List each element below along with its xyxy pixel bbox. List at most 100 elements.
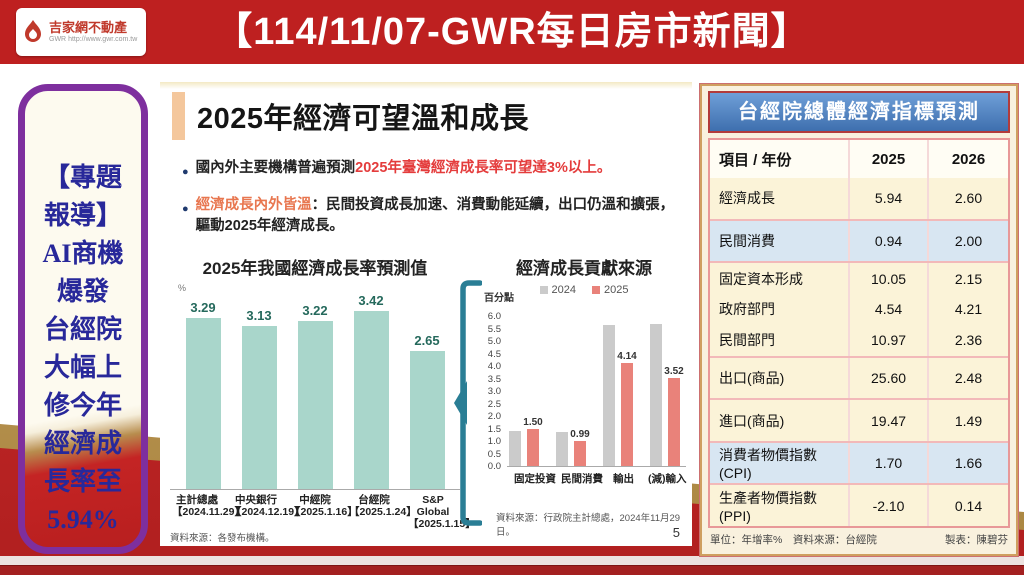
forecast-xlabel: S&P Global 【2025.1.15】 — [408, 493, 476, 530]
forecast-table: 項目 / 年份 2025 2026 經濟成長 5.94 2.60 民間消費 0.94 2.… — [708, 138, 1010, 528]
row-label: 出口(商品) — [710, 357, 851, 399]
forecast-xlabel: 中經院 【2025.1.16】 — [290, 493, 358, 518]
panel-top-glow — [160, 82, 692, 89]
forecast-bar — [185, 317, 221, 489]
section-title-row: 2025年經濟可望溫和成長 — [172, 92, 529, 140]
column-header: 項目 / 年份 — [710, 140, 851, 178]
contrib-bar-group: 4.14 — [601, 324, 639, 466]
forecast-bar-column: 3.42 — [353, 293, 389, 489]
forecast-xlabel: 中央銀行 【2024.12.19】 — [231, 493, 305, 518]
bar-value-label: 3.52 — [664, 366, 684, 377]
y-tick-label: 1.5 — [487, 423, 501, 435]
sidebar-line: 長率至 — [43, 467, 122, 496]
row-value-2025: 19.47 — [850, 400, 930, 441]
y-tick-label: 4.0 — [487, 361, 501, 372]
y-tick-label: 3.0 — [487, 386, 501, 397]
bullet-segment: 2025年臺灣經濟成長率可望達3%以上。 — [355, 160, 612, 176]
page-number: 5 — [672, 525, 680, 540]
table-row: 生產者物價指數 (PPI) -2.10 0.14 — [710, 483, 1008, 526]
page-title: 【114/11/07-GWR每日房市新聞】 — [214, 11, 810, 53]
bar-value-label: 2.65 — [414, 333, 440, 349]
forecast-xlabels: 主計總處 【2024.11.29】 中央銀行 【2024.12.19】 中經院 【2025… — [170, 493, 476, 530]
forecast-bar — [409, 351, 445, 489]
legend-label: 2025 — [604, 284, 629, 296]
contrib-xlabel: 固定投資 — [514, 473, 556, 485]
contrib-bar-group: 0.99 — [554, 429, 592, 466]
bracket-arrow-icon — [454, 280, 482, 526]
y-tick-label: 0.0 — [487, 461, 501, 472]
table-row: 出口(商品) 25.60 2.48 — [710, 355, 1008, 399]
y-tick-label: 1.0 — [487, 436, 501, 447]
sidebar-line: 5.94% — [47, 505, 119, 534]
contrib-bar — [668, 378, 680, 466]
bar-value-label: 1.50 — [523, 416, 543, 428]
forecast-bar-column: 3.13 — [241, 308, 277, 489]
table-row: 消費者物價指數 (CPI) 1.70 1.66 — [710, 440, 1008, 484]
contrib-bar — [650, 323, 663, 466]
contrib-bar — [574, 441, 586, 466]
column-header: 2026 — [951, 150, 986, 168]
y-tick-label: 5.0 — [487, 336, 501, 347]
y-tick-label: 5.5 — [487, 323, 501, 335]
row-value-2026: 2.60 — [954, 190, 983, 207]
row-value-2026: 4.21 — [954, 301, 983, 318]
forecast-source: 資料來源：各發布機構。 — [170, 532, 275, 544]
table-header-row: 項目 / 年份 2025 2026 — [710, 140, 1008, 178]
sidebar-text: 【專題 報導】 AI商機 爆發 台經院 大幅上 修今年 經濟成 長率至 5.94% — [25, 91, 141, 539]
row-value-2026: 2.00 — [954, 232, 983, 249]
bar-value-label: 3.29 — [190, 299, 216, 315]
row-value-2025: -2.10 — [850, 485, 930, 526]
growth-forecast-chart: 2025年我國經濟成長率預測值 % 3.29 3.13 3.22 3.42 2.65 主… — [170, 254, 476, 544]
forecast-bar — [241, 326, 277, 489]
contrib-xlabel: 民間消費 — [561, 473, 603, 485]
table-footnote-left: 單位：年增率% 資料來源：台經院 — [710, 533, 877, 546]
forecast-xlabel: 台經院 【2025.1.24】 — [349, 493, 417, 518]
contrib-legend: 2024 2025 — [482, 283, 686, 297]
growth-contribution-chart: 經濟成長貢獻來源 2024 2025 百分點 6.0 5.5 5.0 4.5 4.0 3.5… — [482, 254, 687, 538]
row-label: 進口(商品) — [710, 400, 851, 441]
contrib-bar — [556, 432, 569, 466]
logo-url: http://www.gwr.com.tw — [68, 36, 138, 43]
row-value-2026: 1.66 — [954, 455, 983, 472]
bullet-item: ● 經濟成長內外皆溫：民間投資成長加速、消費動能延續，出口仍溫和擴張，驅動202… — [182, 195, 680, 237]
row-label: 政府部門 — [710, 294, 851, 325]
bullet-item: ● 國內外主要機構普遍預測2025年臺灣經濟成長率可望達3%以上。 — [182, 158, 680, 183]
y-tick-label: 2.0 — [487, 411, 501, 422]
forecast-chart-unit: % — [178, 283, 187, 293]
bullet-text: 經濟成長內外皆溫：民間投資成長加速、消費動能延續，出口仍溫和擴張，驅動2025年… — [196, 195, 680, 237]
bar-value-label: 0.99 — [570, 429, 590, 441]
legend-label: 2024 — [551, 284, 576, 296]
bullet-dot-icon: ● — [182, 166, 189, 178]
sidebar-line: 大幅上 — [43, 353, 122, 382]
contrib-xlabel: (減)輸入 — [648, 473, 687, 485]
legend-item: 2024 — [539, 284, 576, 296]
forecast-panel: 台經院總體經濟指標預測 項目 / 年份 2025 2026 經濟成長 5.94 2.… — [700, 84, 1018, 556]
sidebar-line: 爆發 — [56, 277, 109, 306]
legend-swatch — [592, 286, 600, 294]
forecast-bar-column: 3.22 — [297, 303, 333, 489]
row-label: 消費者物價指數 (CPI) — [710, 442, 851, 484]
contrib-bars: 1.50 0.99 4.14 3.52 — [507, 317, 686, 467]
contrib-bar-group: 3.52 — [648, 323, 686, 466]
header-bar: 吉家網不動產 GWR http://www.gwr.com.tw 【114/11… — [0, 0, 1024, 64]
bar-value-label: 3.42 — [358, 293, 384, 308]
contrib-xlabel: 輸出 — [613, 473, 634, 485]
forecast-bar — [353, 311, 389, 489]
bar-value-label: 4.14 — [617, 350, 637, 362]
contrib-bar — [509, 431, 522, 466]
contrib-bar — [603, 324, 616, 466]
bullet-dot-icon: ● — [182, 203, 189, 215]
bullet-segment: ：民間投資成長加速、消費動能延續，出口仍溫和擴張，驅動2025年經濟成長。 — [195, 197, 675, 234]
row-label: 民間部門 — [710, 324, 851, 356]
sidebar-line: 經濟成 — [43, 429, 122, 458]
y-tick-label: 4.5 — [487, 348, 501, 360]
bottom-light-strip — [0, 556, 1024, 565]
table-row: 政府部門 4.54 4.21 — [710, 294, 1008, 325]
row-value-2025: 1.70 — [850, 442, 930, 484]
contrib-source: 資料來源：行政院主計總處，2024年11月29日。 — [496, 513, 681, 538]
forecast-table-body: 經濟成長 5.94 2.60 民間消費 0.94 2.00 固定資本形成 10.05 2.15 政… — [710, 178, 1008, 526]
legend-swatch — [539, 286, 548, 294]
content-panel: 2025年經濟可望溫和成長 ● 國內外主要機構普遍預測2025年臺灣經濟成長率可… — [160, 82, 692, 546]
forecast-xlabel: 主計總處 【2024.11.29】 — [172, 493, 245, 518]
bullet-list: ● 國內外主要機構普遍預測2025年臺灣經濟成長率可望達3%以上。 ● 經濟成長… — [182, 158, 680, 249]
